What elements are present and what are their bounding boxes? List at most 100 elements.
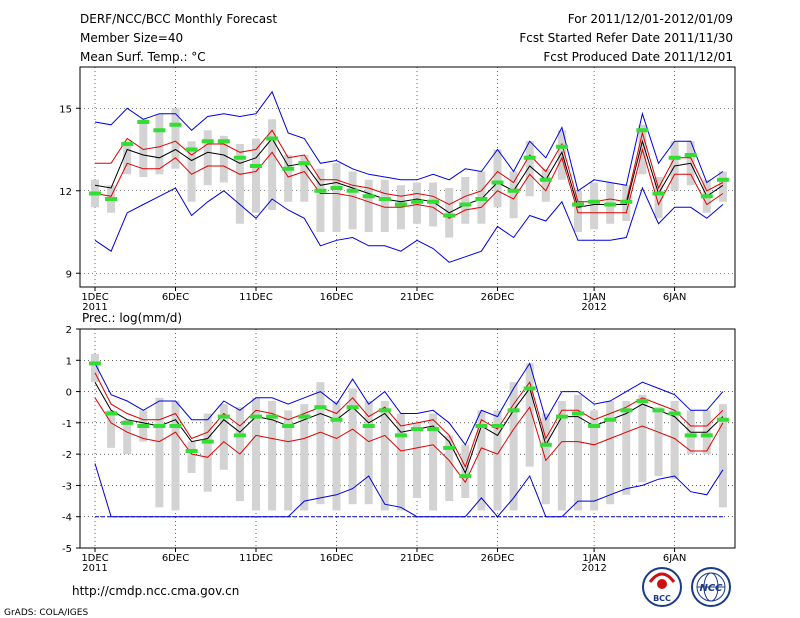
header-line-2: Member Size=40 [80,31,183,45]
obs-marker [652,191,665,196]
header-right-1: For 2011/12/01-2012/01/09 [568,12,733,26]
spread-bar [525,363,534,467]
obs-marker [201,439,214,444]
spread-bar [235,144,244,224]
bcc-logo: BCC [642,567,682,607]
spread-bar [509,171,518,219]
spread-bar [364,400,373,505]
obs-marker [475,423,488,428]
spread-bar [445,435,454,502]
obs-marker [716,177,729,182]
spread-bar [219,404,228,470]
spread-bar [622,400,631,495]
x-tick-label: 6DEC [162,292,189,303]
obs-marker [539,442,552,447]
upper-outer-line [94,362,724,446]
spread-bar [284,155,293,202]
obs-marker [282,423,295,428]
spread-bar [171,400,180,511]
y-tick-label: 2 [66,325,72,336]
spread-bar [718,404,727,508]
obs-marker [394,202,407,207]
obs-marker [636,128,649,133]
spread-bar [268,400,277,511]
upper-inner-line [95,129,724,206]
spread-bar [284,410,293,511]
spread-bar [171,108,180,169]
spread-bar [123,419,132,455]
obs-marker [105,411,118,416]
spread-bar [477,410,486,511]
obs-marker [443,445,456,450]
x-tick-label: 1JAN [582,292,605,303]
spread-bar [348,388,357,505]
obs-marker [684,153,697,157]
spread-bar [91,354,99,383]
y-tick-label: -5 [62,544,72,555]
obs-marker [523,155,536,160]
obs-marker [700,194,713,199]
y-tick-label: -2 [62,450,72,461]
y-tick-label: -4 [62,513,72,524]
spread-bar [252,397,260,511]
obs-marker [266,136,279,141]
x-tick-sublabel: 2012 [581,563,606,574]
lower-outer-line [94,463,724,518]
obs-marker [604,202,617,207]
obs-marker [443,213,456,218]
spread-bar [638,394,647,483]
obs-marker [475,197,488,201]
obs-marker [169,122,182,127]
obs-marker [346,405,359,410]
obs-marker [459,202,472,207]
spread-bar [525,141,534,197]
obs-marker [652,408,665,413]
spread-bar [187,441,196,473]
spread-bar [348,171,357,230]
obs-marker [491,423,504,428]
obs-marker [539,177,552,182]
ncc-logo: NCC [691,567,731,607]
obs-marker [217,139,230,144]
obs-marker [153,423,166,428]
obs-marker [507,408,520,413]
spread-bar [429,413,438,511]
obs-marker [394,433,407,438]
obs-marker [620,408,633,413]
x-tick-sublabel: 2012 [581,302,606,313]
lower-inner-line [94,147,724,219]
x-tick-label: 1DEC [81,553,108,564]
x-tick-label: 21DEC [400,292,434,303]
spread-bar [139,119,148,177]
obs-marker [346,188,359,193]
obs-marker [314,405,327,410]
y-tick-label: 15 [59,104,72,115]
spread-bar [541,168,550,202]
obs-marker [217,414,230,419]
spread-bar [493,410,502,511]
obs-marker [588,199,601,204]
spread-bar [413,422,421,498]
obs-marker [427,427,440,432]
obs-marker [636,398,649,403]
spread-bar [509,382,518,511]
footer-url[interactable]: http://cmdp.ncc.cma.gov.cn [72,584,239,598]
ensemble-mean-line [94,137,724,214]
spread-bar [718,171,727,202]
y-tick-label: 1 [66,356,72,367]
obs-marker [427,199,440,204]
temperature-panel: 1DEC 6DEC 11DEC 16DEC 21DEC 26DEC 1JAN 6JAN 2011… [59,66,736,313]
obs-marker [314,188,327,193]
obs-marker [620,199,633,204]
spread-bar [107,410,116,448]
upper-inner-line [94,372,724,468]
obs-marker [668,155,681,160]
lower-inner-line [94,397,724,484]
spread-bar [252,138,260,213]
header-line-1: DERF/NCC/BCC Monthly Forecast [80,12,277,26]
spread-bar [461,177,470,224]
x-tick-label: 16DEC [320,553,354,564]
spread-bar [590,410,599,511]
obs-marker [378,408,391,413]
